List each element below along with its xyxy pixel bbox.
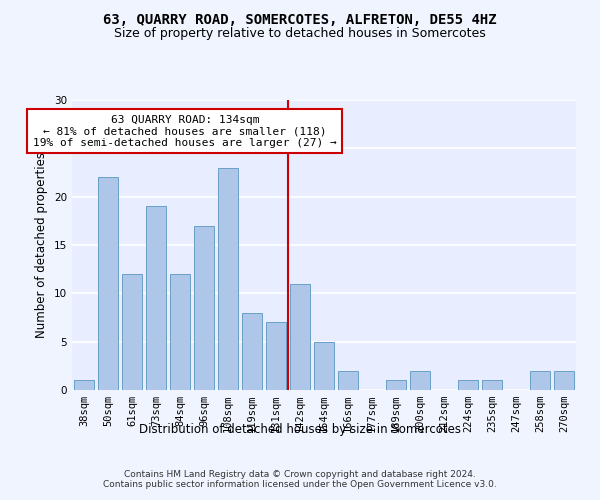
Bar [170,274,190,390]
Text: 63, QUARRY ROAD, SOMERCOTES, ALFRETON, DE55 4HZ: 63, QUARRY ROAD, SOMERCOTES, ALFRETON, D… [103,12,497,26]
Bar [290,284,310,390]
Bar [338,370,358,390]
Bar [194,226,214,390]
Bar [146,206,166,390]
Text: Distribution of detached houses by size in Somercotes: Distribution of detached houses by size … [139,422,461,436]
Bar [458,380,478,390]
Text: 63 QUARRY ROAD: 134sqm
← 81% of detached houses are smaller (118)
19% of semi-de: 63 QUARRY ROAD: 134sqm ← 81% of detached… [33,114,337,148]
Bar [530,370,550,390]
Bar [218,168,238,390]
Bar [74,380,94,390]
Bar [386,380,406,390]
Y-axis label: Number of detached properties: Number of detached properties [35,152,49,338]
Bar [554,370,574,390]
Text: Size of property relative to detached houses in Somercotes: Size of property relative to detached ho… [114,28,486,40]
Text: Contains HM Land Registry data © Crown copyright and database right 2024.
Contai: Contains HM Land Registry data © Crown c… [103,470,497,490]
Bar [482,380,502,390]
Bar [410,370,430,390]
Bar [242,312,262,390]
Bar [122,274,142,390]
Bar [98,178,118,390]
Bar [314,342,334,390]
Bar [266,322,286,390]
